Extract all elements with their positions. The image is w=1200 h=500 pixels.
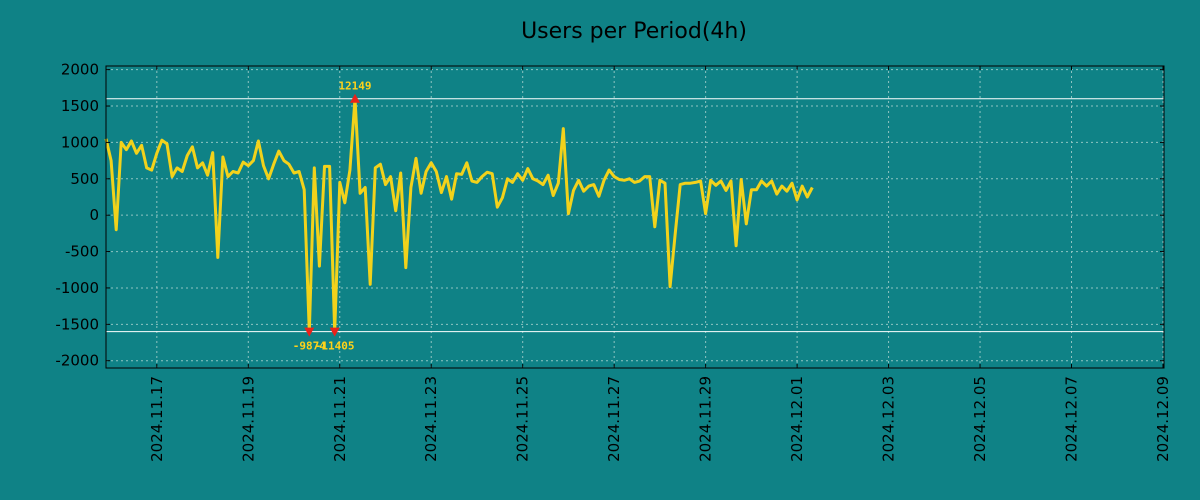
y-tick-label: -1000 [55,279,99,297]
x-axis-ticks: 2024.11.17 2024.11.19 2024.11.21 2024.11.23… [148,66,1172,462]
x-tick-label: 2024.11.23 [422,376,440,462]
chart-title: Users per Period(4h) [521,19,747,44]
reference-lines [106,98,1164,333]
x-tick-label: 2024.11.21 [331,376,349,462]
plot-frame [105,65,1165,369]
x-tick-label: 2024.12.09 [1154,376,1172,462]
y-tick-label: 2000 [61,61,99,79]
x-tick-label: 2024.12.07 [1063,376,1081,462]
annotation-marker [350,93,361,103]
y-tick-label: 0 [89,206,99,224]
x-tick-label: 2024.12.03 [880,376,898,462]
y-tick-label: -1500 [55,315,99,333]
x-tick-label: 2024.11.27 [605,376,623,462]
x-tick-label: 2024.12.01 [788,376,806,462]
grid-layer [106,66,1164,368]
y-tick-label: 1000 [61,133,99,151]
y-tick-label: -500 [65,243,99,261]
annotation-label: -11405 [315,340,355,353]
annotation-marker [329,327,340,337]
annotation-layer: 12149 -9874-11405 [293,80,372,353]
y-tick-label: 500 [70,170,99,188]
annotation-marker [304,327,315,337]
annotation-label: 12149 [338,80,371,93]
y-tick-label: 1500 [61,97,99,115]
series-layer [104,97,814,334]
y-axis-ticks: 2000 1500 1000 500 0 -500 -1000 -1500 -2000 [55,61,1164,370]
x-tick-label: 2024.11.29 [697,376,715,462]
x-tick-label: 2024.11.19 [239,376,257,462]
x-tick-label: 2024.12.05 [971,376,989,462]
y-tick-label: -2000 [55,352,99,370]
x-tick-label: 2024.11.17 [148,376,166,462]
x-tick-label: 2024.11.25 [514,376,532,462]
annotation-label: -9874 [293,340,326,353]
series-line [104,97,814,334]
